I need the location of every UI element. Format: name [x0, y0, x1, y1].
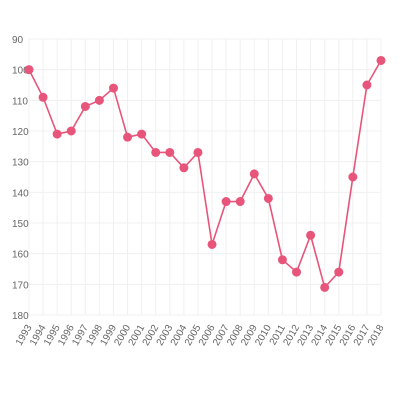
y-tick-label: 150 [12, 219, 29, 230]
data-point [320, 282, 330, 292]
grid [28, 38, 382, 316]
y-tick-label: 110 [12, 96, 28, 107]
data-point [292, 267, 302, 277]
data-point [277, 255, 287, 265]
y-tick-label: 180 [12, 311, 29, 322]
y-axis: 90 100 110 120 130 140 150 160 170 180 [12, 35, 29, 322]
data-point [80, 101, 90, 111]
data-point [123, 132, 133, 142]
data-point [94, 95, 104, 105]
y-tick-label: 120 [12, 127, 29, 138]
y-tick-label: 100 [12, 66, 29, 77]
data-point [52, 129, 62, 139]
data-point [151, 147, 161, 157]
y-tick-label: 160 [12, 250, 29, 261]
data-point [263, 193, 273, 203]
data-point [137, 129, 147, 139]
y-tick-label: 140 [12, 188, 29, 199]
data-point [249, 169, 259, 179]
data-point [165, 147, 175, 157]
series [24, 55, 386, 292]
y-tick-label: 170 [12, 280, 29, 291]
data-point [376, 55, 386, 65]
data-point [38, 92, 48, 102]
data-point [348, 172, 358, 182]
x-axis: 1993199419951996199719981999200020012002… [14, 323, 387, 348]
data-point [193, 147, 203, 157]
data-point [207, 239, 217, 249]
y-tick-label: 90 [12, 35, 24, 46]
data-point [362, 80, 372, 90]
data-point [108, 83, 118, 93]
data-point [179, 163, 189, 173]
data-point [66, 126, 76, 136]
data-point [235, 197, 245, 207]
data-point [306, 230, 316, 240]
data-point [221, 197, 231, 207]
data-point [24, 65, 34, 75]
x-tick-label: 2018 [366, 323, 387, 348]
y-tick-label: 130 [12, 158, 29, 169]
data-point [334, 267, 344, 277]
